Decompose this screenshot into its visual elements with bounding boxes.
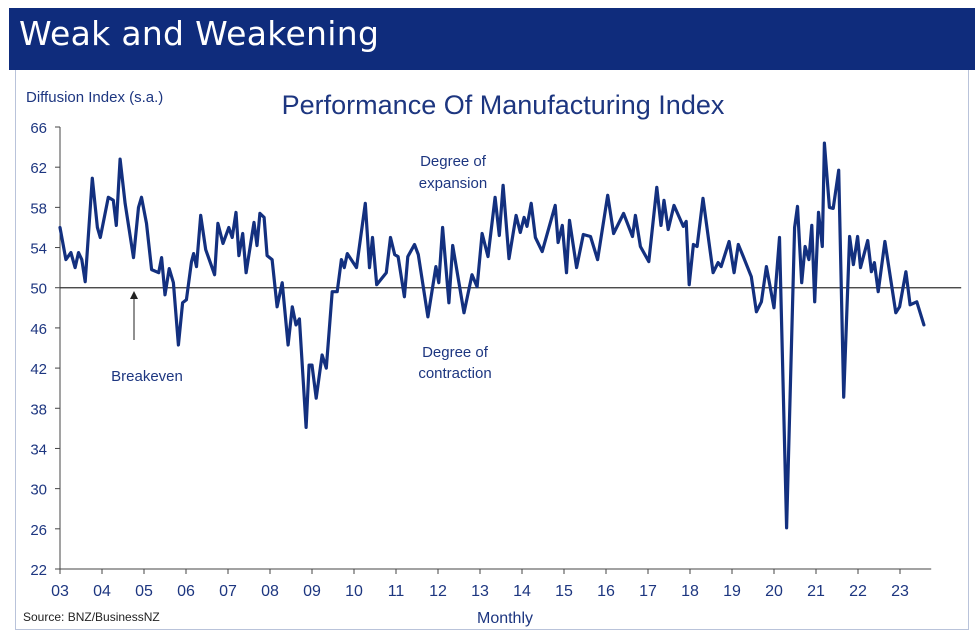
x-tick-label: 17 (639, 583, 657, 600)
x-tick-label: 11 (388, 583, 405, 600)
y-axis-label: Diffusion Index (s.a.) (26, 89, 163, 106)
chart-frame (15, 70, 969, 630)
x-tick-label: 15 (555, 583, 573, 600)
chart-title: Performance Of Manufacturing Index (282, 90, 725, 120)
x-tick-label: 14 (513, 583, 531, 600)
slide-header: Weak and Weakening (9, 8, 975, 70)
x-tick-label: 09 (303, 583, 321, 600)
x-tick-label: 13 (471, 583, 489, 600)
x-tick-label: 16 (597, 583, 615, 600)
x-tick-label: 04 (93, 583, 111, 600)
y-tick-label: 42 (30, 361, 47, 378)
annotation-expansion-line1: Degree of (420, 153, 487, 170)
x-tick-label: 23 (891, 583, 909, 600)
x-tick-label: 18 (681, 583, 699, 600)
source-note: Source: BNZ/BusinessNZ (23, 610, 160, 624)
annotation-contraction-line2: contraction (418, 365, 491, 382)
x-tick-label: 20 (765, 583, 783, 600)
x-axis-label: Monthly (477, 610, 533, 627)
breakeven-arrow-head (130, 291, 138, 299)
y-tick-label: 22 (30, 562, 47, 579)
y-tick-label: 26 (30, 522, 47, 539)
y-tick-label: 34 (30, 441, 47, 458)
x-tick-label: 21 (807, 583, 825, 600)
x-tick-label: 05 (135, 583, 153, 600)
y-tick-label: 54 (30, 241, 47, 258)
y-tick-label: 50 (30, 281, 47, 298)
x-tick-label: 07 (219, 583, 237, 600)
x-tick-label: 03 (51, 583, 69, 600)
slide-title: Weak and Weakening (19, 14, 380, 53)
x-tick-label: 12 (429, 583, 447, 600)
y-tick-label: 46 (30, 321, 47, 338)
x-tick-label: 08 (261, 583, 279, 600)
y-tick-label: 66 (30, 120, 47, 137)
annotation-contraction-line1: Degree of (422, 344, 489, 361)
annotation-expansion-line2: expansion (419, 175, 487, 192)
y-tick-label: 30 (30, 482, 47, 499)
y-tick-label: 38 (30, 401, 47, 418)
x-tick-label: 19 (723, 583, 741, 600)
x-tick-label: 10 (345, 583, 363, 600)
y-tick-label: 62 (30, 160, 47, 177)
annotation-breakeven: Breakeven (111, 368, 183, 385)
y-tick-label: 58 (30, 200, 47, 217)
x-tick-label: 06 (177, 583, 195, 600)
pmi-series-line (58, 141, 926, 530)
x-tick-label: 22 (849, 583, 867, 600)
